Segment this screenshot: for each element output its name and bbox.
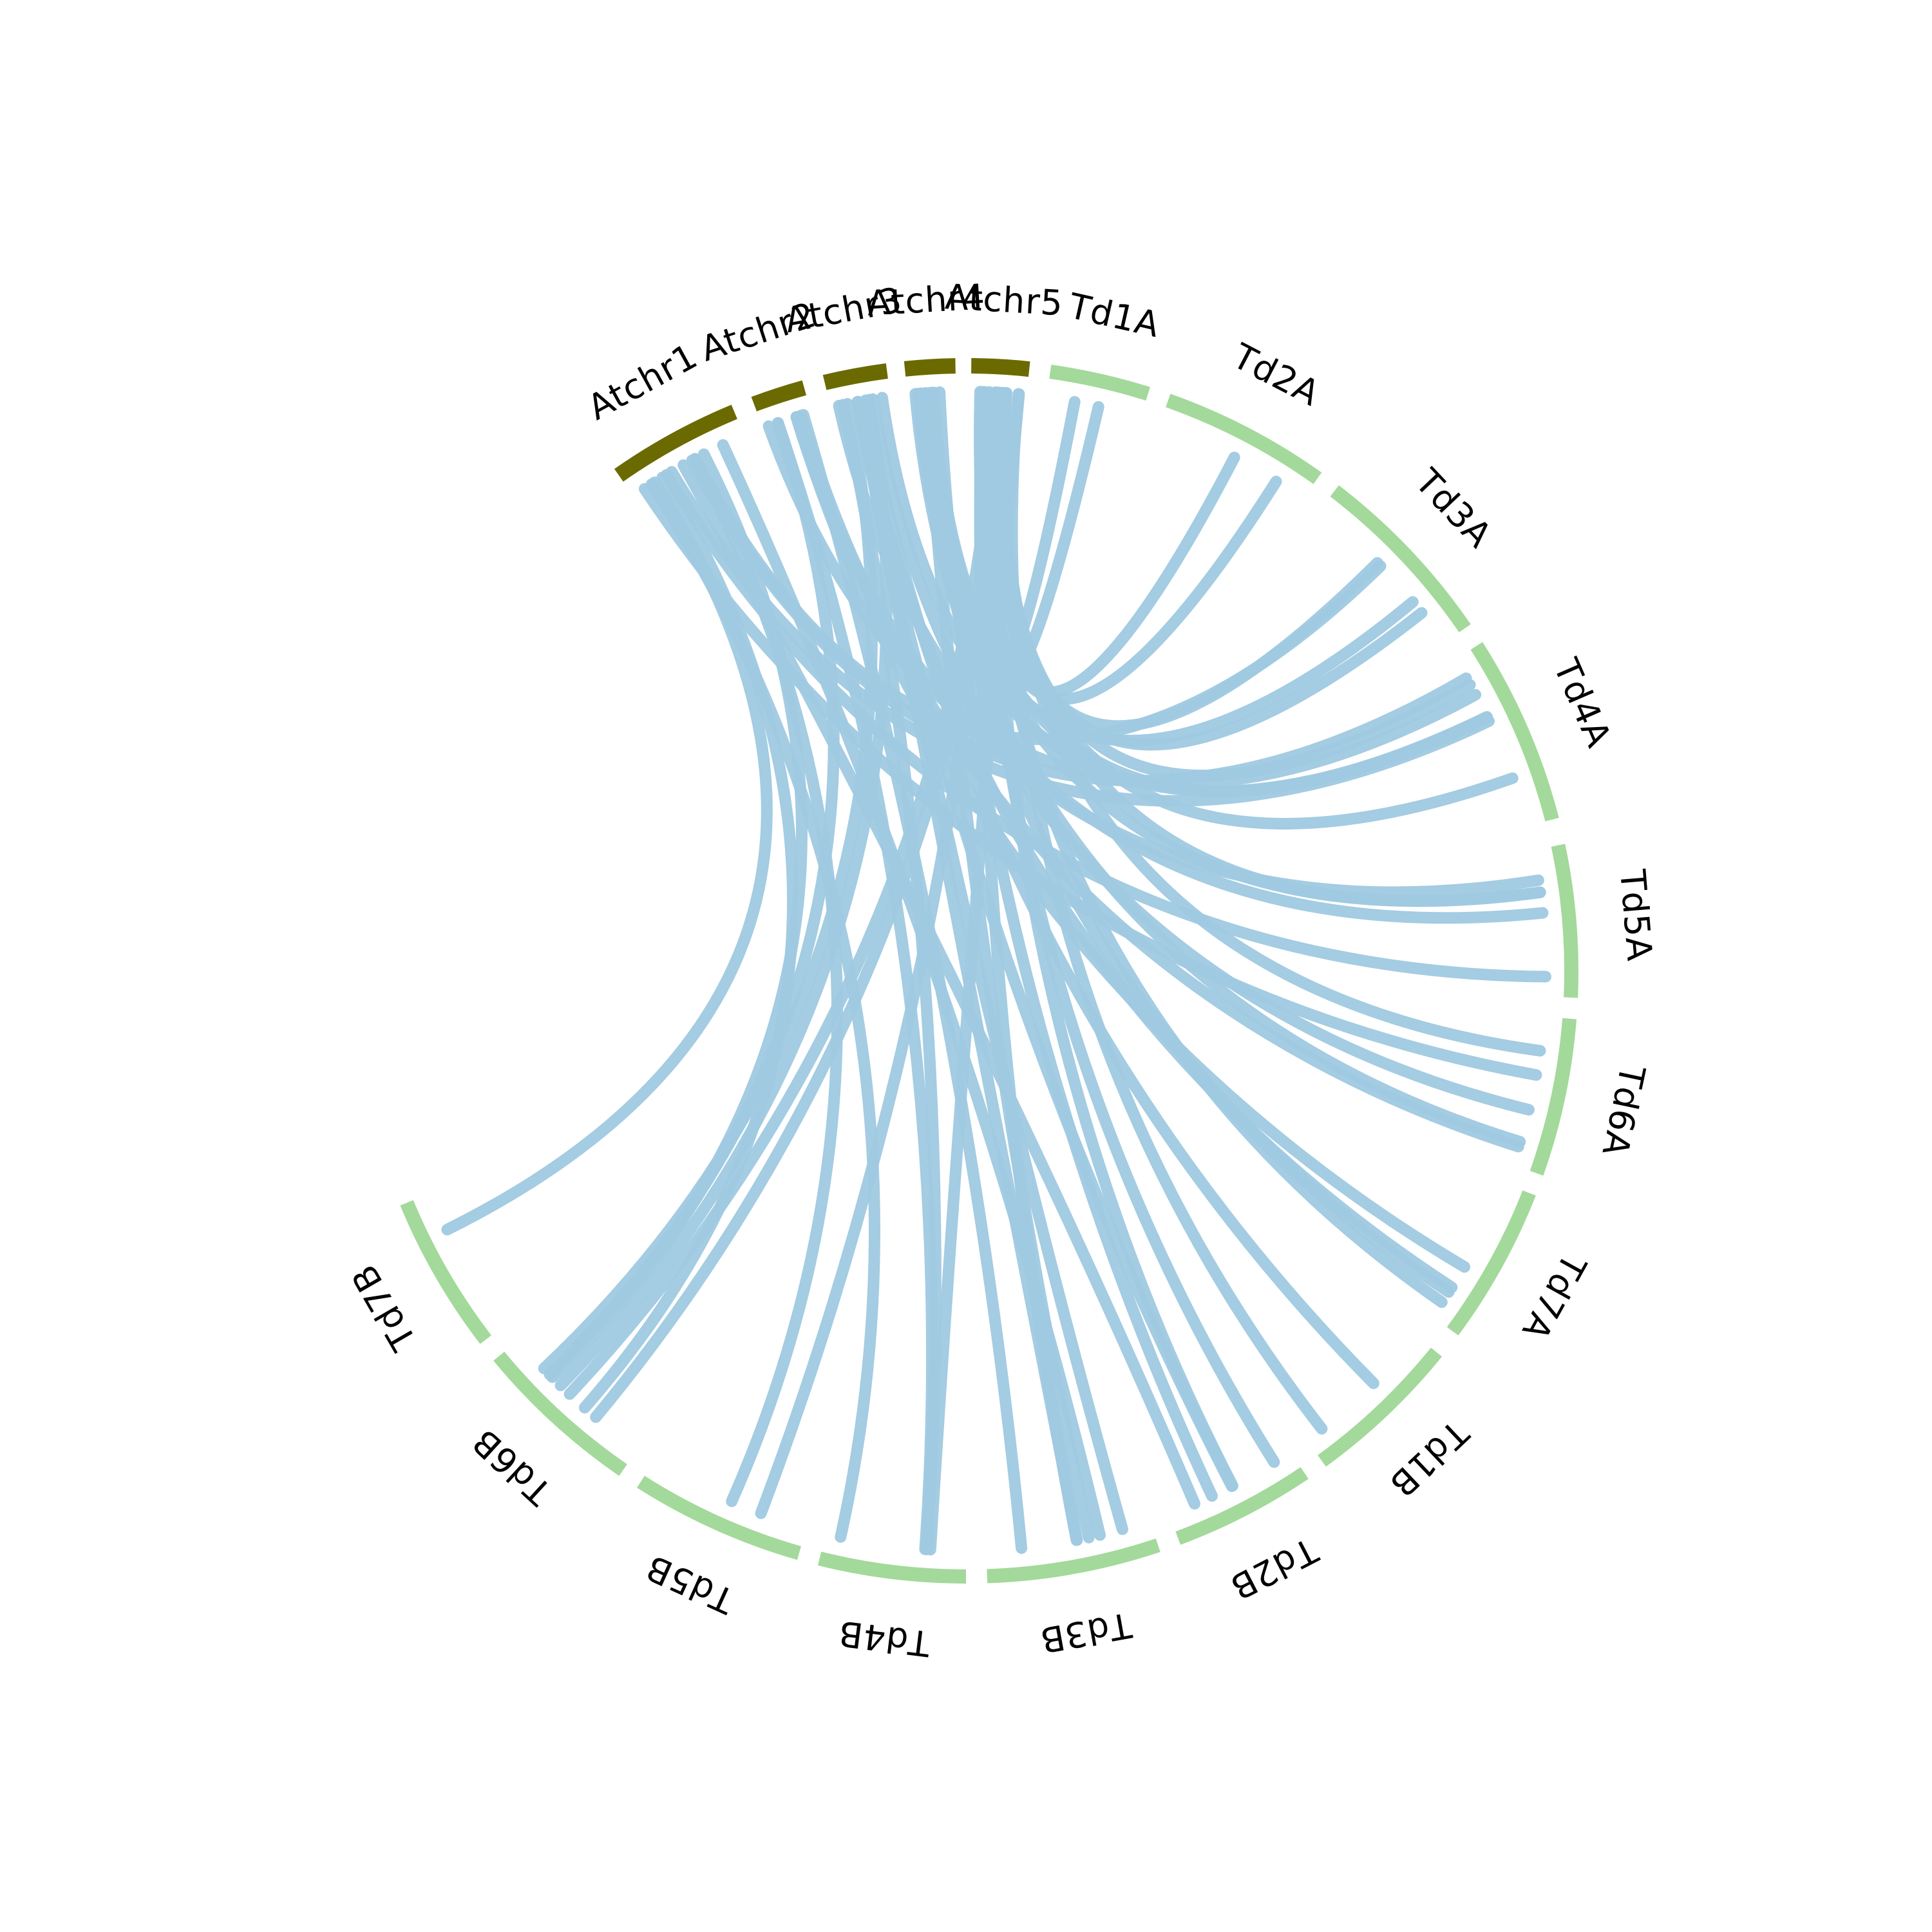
label-td6a: Td6A bbox=[1594, 1061, 1653, 1160]
arc-td4b bbox=[817, 1551, 967, 1584]
chromosome-arcs bbox=[400, 358, 1578, 1584]
synteny-link bbox=[867, 393, 1535, 1116]
label-atchr1: Atchr1 bbox=[581, 336, 704, 428]
synteny-link bbox=[689, 453, 843, 1508]
synteny-link bbox=[851, 395, 1458, 1293]
arc-td7b bbox=[400, 1200, 491, 1344]
arc-td2b bbox=[1175, 1467, 1309, 1545]
arc-td5b bbox=[637, 1475, 801, 1560]
label-td6b: Td6B bbox=[464, 1421, 560, 1513]
label-td2a: Td2A bbox=[1226, 336, 1326, 414]
label-atchr4: Atchr4 bbox=[866, 276, 987, 324]
synteny-link bbox=[762, 420, 1482, 790]
arc-atchr2 bbox=[751, 380, 807, 412]
synteny-link bbox=[790, 411, 1470, 1273]
synteny-link bbox=[717, 439, 1106, 1541]
arc-td7a bbox=[1446, 1190, 1536, 1336]
label-td3b: Td3B bbox=[1037, 1604, 1135, 1661]
arc-td3a bbox=[1330, 485, 1471, 632]
label-td5b: Td5B bbox=[639, 1547, 741, 1622]
arc-td3b bbox=[987, 1538, 1160, 1584]
label-td7a: Td7A bbox=[1514, 1247, 1595, 1347]
arc-atchr5 bbox=[971, 358, 1030, 377]
arc-td5a bbox=[1551, 844, 1578, 998]
synteny-links bbox=[441, 386, 1551, 1556]
synteny-link bbox=[546, 448, 808, 1383]
arc-atchr3 bbox=[822, 363, 888, 390]
arc-atchr4 bbox=[904, 358, 956, 377]
synteny-link bbox=[638, 483, 1542, 1081]
arc-td1a bbox=[1049, 365, 1150, 401]
synteny-link bbox=[852, 395, 1083, 1546]
label-td3a: Td3A bbox=[1407, 460, 1501, 556]
synteny-link bbox=[934, 386, 1218, 1502]
synteny-link bbox=[772, 417, 938, 1555]
arc-td1b bbox=[1318, 1347, 1443, 1467]
arc-td6a bbox=[1530, 1018, 1577, 1176]
label-td7b: Td7B bbox=[343, 1257, 424, 1358]
arc-atchr1 bbox=[614, 404, 737, 482]
label-td1a: Td1A bbox=[1065, 285, 1164, 345]
synteny-link bbox=[997, 387, 1428, 751]
label-td5a: Td5A bbox=[1612, 867, 1660, 963]
label-td4a: Td4A bbox=[1546, 652, 1620, 753]
arc-td2a bbox=[1166, 393, 1322, 484]
label-td4b: Td4B bbox=[836, 1613, 933, 1664]
label-td2b: Td2B bbox=[1224, 1530, 1325, 1608]
arc-td4a bbox=[1470, 642, 1559, 822]
synteny-link bbox=[441, 476, 773, 1236]
arc-td6b bbox=[493, 1351, 627, 1476]
synteny-link bbox=[538, 398, 878, 1374]
label-td1b: Td1B bbox=[1381, 1412, 1477, 1506]
label-atchr5: Atchr5 bbox=[944, 276, 1065, 323]
